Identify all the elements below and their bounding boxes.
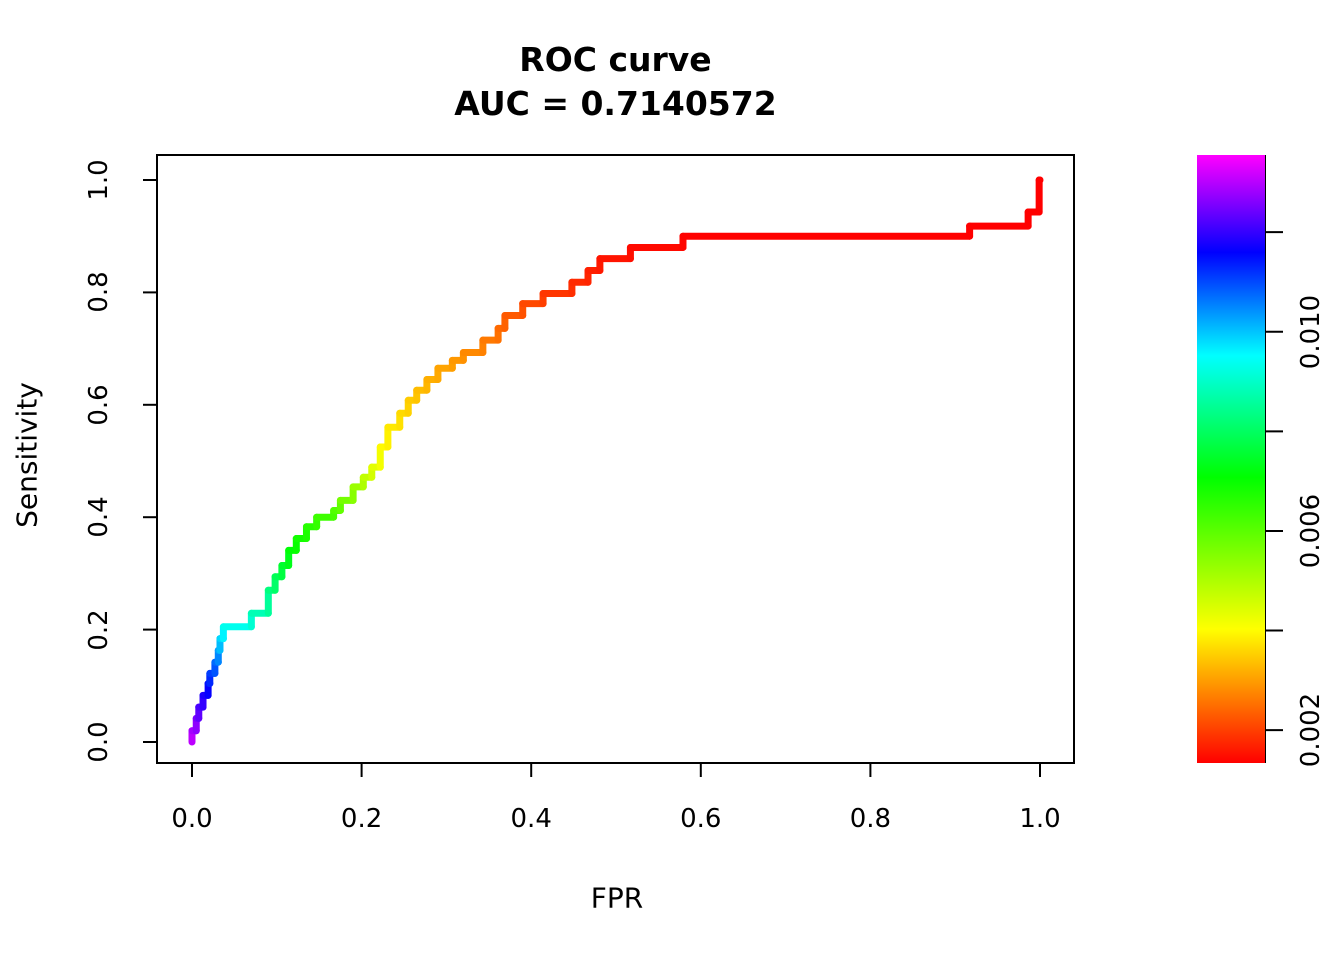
- x-tick-label: 0.4: [510, 804, 552, 834]
- x-tick-label: 1.0: [1019, 804, 1061, 834]
- x-axis-title: FPR: [590, 881, 644, 915]
- threshold-colorbar: [1197, 155, 1265, 763]
- y-tick-label: 0.0: [84, 721, 114, 763]
- x-tick-label: 0.8: [849, 804, 892, 834]
- y-axis-title: Sensitivity: [10, 382, 44, 528]
- chart-title-block: ROC curve AUC = 0.7140572: [157, 38, 1074, 125]
- y-tick-label: 1.0: [84, 159, 114, 201]
- y-tick-label: 0.4: [84, 496, 114, 538]
- x-tick-label: 0.2: [340, 804, 383, 834]
- chart-subtitle-auc: AUC = 0.7140572: [454, 83, 777, 123]
- y-tick-label: 0.2: [84, 608, 114, 651]
- x-tick-label: 0.0: [171, 804, 213, 834]
- chart-title: ROC curve: [519, 40, 712, 79]
- colorbar-tick-label: 0.006: [1296, 493, 1326, 569]
- y-tick-label: 0.8: [84, 271, 114, 314]
- x-tick-label: 0.6: [680, 804, 722, 834]
- colorbar-tick-label: 0.010: [1296, 294, 1326, 369]
- colorbar-tick-label: 0.002: [1296, 692, 1326, 768]
- y-tick-label: 0.6: [84, 384, 114, 426]
- plot-border: [156, 154, 1075, 764]
